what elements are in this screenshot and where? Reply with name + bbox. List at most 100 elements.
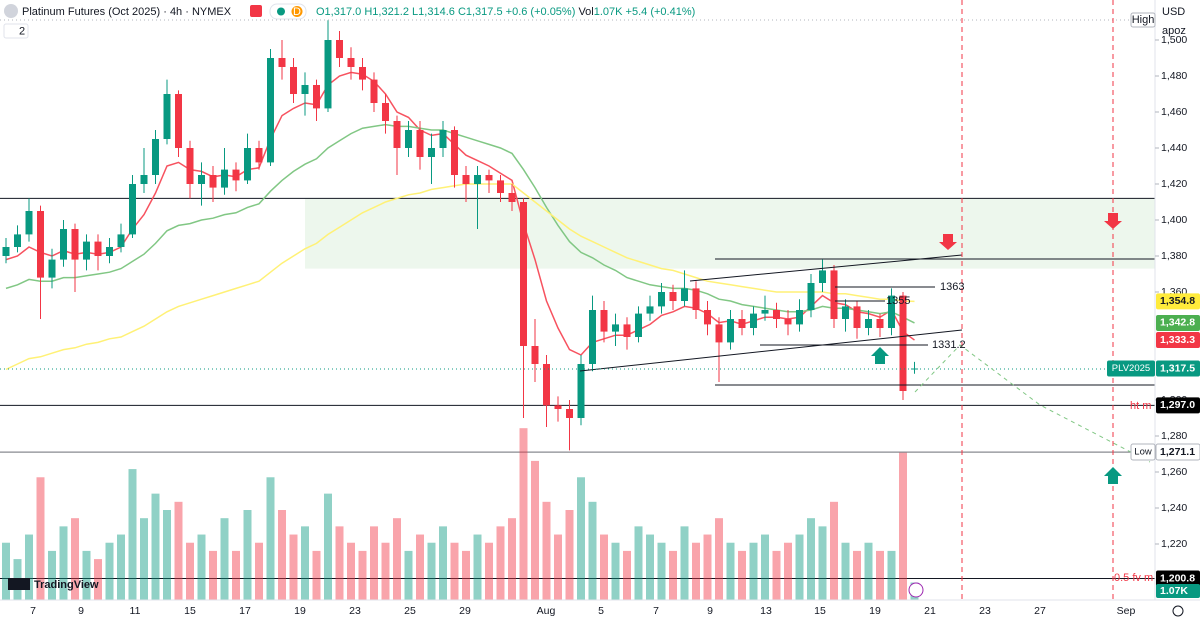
candle-body <box>71 229 79 260</box>
price-badge-label: 1,297.0 <box>1160 399 1195 411</box>
y-tick-label: 1,280 <box>1161 430 1187 442</box>
currency[interactable]: USD <box>1162 6 1185 18</box>
candle-body <box>669 292 677 301</box>
volume-bar <box>611 542 620 600</box>
y-tick-label: 1,500 <box>1161 34 1187 46</box>
y-tick-label: 1,460 <box>1161 106 1187 118</box>
y-tick-label: 1,400 <box>1161 214 1187 226</box>
annotation: 1355 <box>886 295 910 307</box>
x-tick-label: 23 <box>349 605 361 617</box>
x-tick-label: 15 <box>184 605 196 617</box>
candle-body <box>865 319 872 328</box>
candle-body <box>543 364 550 406</box>
event-icon[interactable] <box>908 582 924 598</box>
candle-body <box>692 288 700 310</box>
candle-body <box>336 40 343 58</box>
candle-body <box>807 283 815 310</box>
volume-bar <box>278 510 286 600</box>
volume-bar <box>784 542 792 600</box>
price-axis <box>1155 0 1200 622</box>
volume-bar <box>220 518 229 600</box>
candle-body <box>186 148 194 184</box>
settings[interactable] <box>1172 605 1184 617</box>
volume-bar <box>519 428 528 600</box>
candle-body <box>485 175 493 181</box>
price-badge <box>1156 293 1200 310</box>
price-badge-label: 1,271.1 <box>1160 446 1195 458</box>
candle-body <box>589 310 596 364</box>
candle-body <box>198 175 205 184</box>
x-tick-label: 9 <box>707 605 713 617</box>
price-tag <box>1107 360 1155 377</box>
price-badge <box>1156 570 1200 587</box>
d-badge <box>291 6 303 17</box>
volume-bar <box>818 526 827 600</box>
volume-bar <box>335 526 344 600</box>
candle-body <box>37 211 44 278</box>
price-badge <box>1156 397 1200 414</box>
volume-bar <box>266 477 275 600</box>
volume-bar <box>427 542 436 600</box>
price-badge <box>1155 443 1200 461</box>
volume-bar <box>864 542 873 600</box>
candle-body <box>738 319 746 328</box>
volume-bar <box>232 550 240 600</box>
volume-bar <box>255 542 263 600</box>
candle-body <box>658 292 665 307</box>
high-tag <box>1130 12 1156 28</box>
candle-body <box>439 130 447 148</box>
volume-bar <box>301 526 309 600</box>
candle-body <box>129 184 136 235</box>
candle-body <box>761 310 769 314</box>
candle-body <box>140 175 148 184</box>
annotation: 1363 <box>940 281 964 293</box>
price-badge <box>1156 360 1200 377</box>
price-tag-label: PLV2025 <box>1112 363 1150 374</box>
symbol-title[interactable]: Platinum Futures (Oct 2025) · 4h · NYMEX <box>22 6 232 18</box>
flag[interactable] <box>250 5 262 17</box>
x-tick-label: 7 <box>30 605 36 617</box>
volume-bar <box>565 510 574 600</box>
volume-bar <box>163 510 171 600</box>
candle-body <box>577 364 585 418</box>
volume-bar <box>807 518 815 600</box>
volume-bar <box>105 542 114 600</box>
volume-bar <box>772 550 781 600</box>
volume-bar <box>186 542 194 600</box>
x-tick-label: 15 <box>814 605 826 617</box>
candle-body <box>612 324 619 332</box>
candle-body <box>796 310 803 325</box>
candle-body <box>347 58 355 67</box>
volume-bar <box>243 510 252 600</box>
x-tick-label: 19 <box>294 605 306 617</box>
candle-body <box>704 310 711 325</box>
price-badge <box>1156 332 1200 349</box>
volume-bar <box>749 542 758 600</box>
moving-average <box>5 71 915 356</box>
indicator-toggle[interactable] <box>3 23 29 39</box>
candle-body <box>497 180 504 193</box>
candle-body <box>382 103 389 121</box>
candle-body <box>106 247 113 256</box>
candle-body <box>750 313 757 328</box>
candle-body <box>416 130 424 157</box>
volume-bar <box>404 550 413 600</box>
candle-body <box>278 58 286 67</box>
low: L1,314.6 <box>412 6 455 18</box>
volume-bar <box>853 550 861 600</box>
volume-bar <box>416 534 424 600</box>
candle-body <box>853 306 861 328</box>
x-tick-label: 17 <box>239 605 251 617</box>
candle-body <box>2 247 10 256</box>
unit[interactable]: apoz <box>1162 25 1186 37</box>
open: O1,317.0 <box>316 6 361 18</box>
volume-bar <box>94 559 102 600</box>
candle-body <box>520 202 527 346</box>
volume-badge-label: 1.07K <box>1160 585 1188 597</box>
volume-bar <box>289 534 298 600</box>
brand: TradingView <box>34 579 99 591</box>
y-tick-label: 1,220 <box>1161 538 1187 550</box>
candle-body <box>911 368 918 370</box>
candle-body <box>623 324 631 337</box>
